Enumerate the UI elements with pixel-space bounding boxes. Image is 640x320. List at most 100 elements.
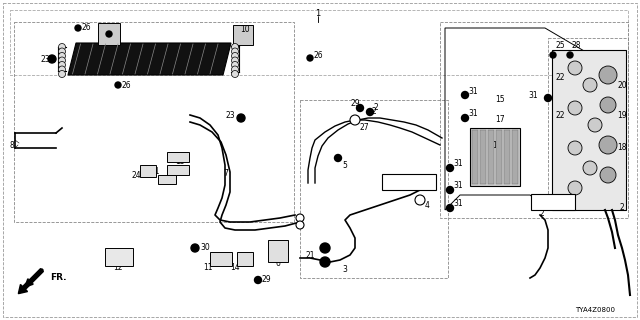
Text: 13: 13	[175, 157, 184, 166]
Circle shape	[447, 187, 454, 194]
Bar	[472, 130, 478, 184]
Circle shape	[58, 44, 65, 51]
Circle shape	[58, 70, 65, 77]
Circle shape	[599, 136, 617, 154]
Text: 14: 14	[230, 263, 240, 273]
Bar	[552, 50, 626, 210]
Text: 2: 2	[619, 204, 624, 212]
Bar	[98, 23, 120, 45]
Circle shape	[583, 78, 597, 92]
Circle shape	[237, 114, 245, 122]
Text: E-15: E-15	[542, 197, 564, 206]
Text: 2: 2	[373, 103, 378, 113]
Text: 26: 26	[122, 81, 132, 90]
Bar	[14, 22, 294, 222]
Circle shape	[296, 221, 304, 229]
Circle shape	[568, 61, 582, 75]
Text: 2: 2	[540, 209, 545, 218]
Text: 31: 31	[453, 199, 463, 209]
Bar	[268, 240, 288, 262]
Circle shape	[232, 70, 239, 77]
Text: 17: 17	[495, 116, 504, 124]
Text: 31: 31	[468, 109, 477, 118]
Text: 30: 30	[200, 244, 210, 252]
Circle shape	[568, 181, 582, 195]
Circle shape	[588, 118, 602, 132]
Circle shape	[447, 164, 454, 172]
Circle shape	[356, 105, 364, 111]
Bar	[470, 128, 520, 186]
Bar	[504, 130, 510, 184]
Polygon shape	[68, 43, 231, 75]
Text: 25: 25	[556, 41, 566, 50]
Circle shape	[415, 195, 425, 205]
Circle shape	[232, 66, 239, 73]
Circle shape	[106, 31, 112, 37]
Circle shape	[296, 214, 304, 222]
Circle shape	[232, 61, 239, 68]
Circle shape	[461, 115, 468, 122]
Bar	[496, 130, 502, 184]
Text: 31: 31	[468, 86, 477, 95]
Circle shape	[75, 25, 81, 31]
Text: 29: 29	[262, 276, 271, 284]
Circle shape	[545, 94, 552, 101]
Bar	[158, 175, 176, 184]
Circle shape	[350, 115, 360, 125]
Bar	[210, 252, 232, 266]
Circle shape	[58, 57, 65, 64]
Text: 3: 3	[342, 266, 348, 275]
Circle shape	[191, 244, 199, 252]
Bar	[10, 10, 628, 75]
Text: FR.: FR.	[50, 274, 67, 283]
Circle shape	[550, 52, 556, 58]
Text: 31: 31	[453, 181, 463, 190]
Bar	[237, 252, 253, 266]
Text: 28: 28	[572, 41, 582, 50]
Text: ATM-7: ATM-7	[393, 178, 425, 187]
Text: 20: 20	[617, 81, 627, 90]
Circle shape	[568, 141, 582, 155]
Circle shape	[232, 57, 239, 64]
Circle shape	[115, 82, 121, 88]
FancyBboxPatch shape	[531, 194, 575, 210]
Bar	[440, 22, 628, 218]
Circle shape	[461, 92, 468, 99]
Text: 23: 23	[225, 110, 235, 119]
Circle shape	[307, 55, 313, 61]
Text: 5: 5	[342, 161, 347, 170]
Text: 24: 24	[131, 171, 141, 180]
Circle shape	[583, 161, 597, 175]
Bar	[233, 25, 253, 45]
Text: 29: 29	[350, 99, 360, 108]
FancyBboxPatch shape	[382, 174, 436, 190]
Bar	[548, 38, 628, 208]
Text: 11: 11	[150, 167, 160, 177]
Text: 19: 19	[617, 110, 627, 119]
Circle shape	[58, 52, 65, 60]
Text: 12: 12	[113, 263, 123, 273]
FancyArrow shape	[19, 268, 44, 294]
Circle shape	[568, 101, 582, 115]
Circle shape	[232, 52, 239, 60]
Circle shape	[567, 52, 573, 58]
Circle shape	[232, 44, 239, 51]
Text: 1: 1	[316, 9, 321, 18]
Text: 8: 8	[10, 140, 15, 149]
Text: 11: 11	[204, 263, 212, 273]
Circle shape	[367, 108, 374, 116]
Circle shape	[48, 55, 56, 63]
Bar	[140, 165, 156, 177]
Circle shape	[255, 276, 262, 284]
Text: 6: 6	[276, 260, 280, 268]
Text: 10: 10	[240, 26, 250, 35]
Text: 31: 31	[529, 91, 538, 100]
Bar	[167, 165, 189, 175]
Text: 7: 7	[223, 169, 228, 178]
Circle shape	[320, 243, 330, 253]
Text: 2: 2	[372, 108, 377, 116]
Text: 15: 15	[495, 95, 504, 105]
Circle shape	[320, 257, 330, 267]
Text: 18: 18	[617, 143, 627, 153]
Text: 22: 22	[555, 74, 564, 83]
